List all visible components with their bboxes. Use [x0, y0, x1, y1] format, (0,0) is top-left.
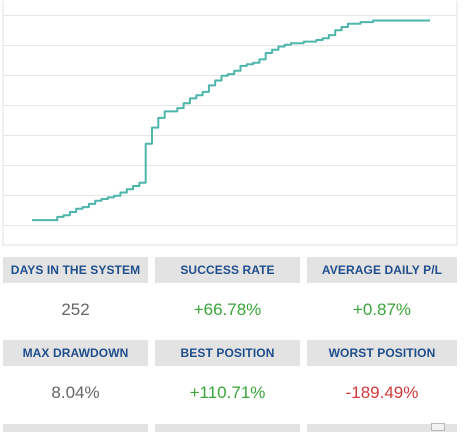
performance-chart-svg — [2, 1, 458, 246]
next-row-header — [155, 424, 300, 432]
stat-label-average-daily-pl: AVERAGE DAILY P/L — [307, 257, 457, 283]
stat-value-days: 252 — [61, 300, 90, 319]
stat-value-max-drawdown: 8.04% — [51, 383, 100, 402]
stat-label-best-position: BEST POSITION — [155, 340, 300, 366]
stat-value-worst-position: -189.49% — [345, 383, 419, 402]
stat-value-average-daily-pl: +0.87% — [352, 300, 412, 319]
stat-value-best-position: +110.71% — [189, 383, 266, 402]
chart-frame — [2, 1, 458, 246]
next-row-header — [307, 424, 457, 432]
stat-value-success-rate: +66.78% — [193, 300, 262, 319]
performance-chart — [2, 1, 458, 246]
stat-label-worst-position: WORST POSITION — [307, 340, 457, 366]
stat-label-success-rate: SUCCESS RATE — [155, 257, 300, 283]
stat-label-max-drawdown: MAX DRAWDOWN — [3, 340, 148, 366]
next-row-header — [3, 424, 148, 432]
equity-line — [32, 19, 430, 222]
stat-label-days: DAYS IN THE SYSTEM — [3, 257, 148, 283]
